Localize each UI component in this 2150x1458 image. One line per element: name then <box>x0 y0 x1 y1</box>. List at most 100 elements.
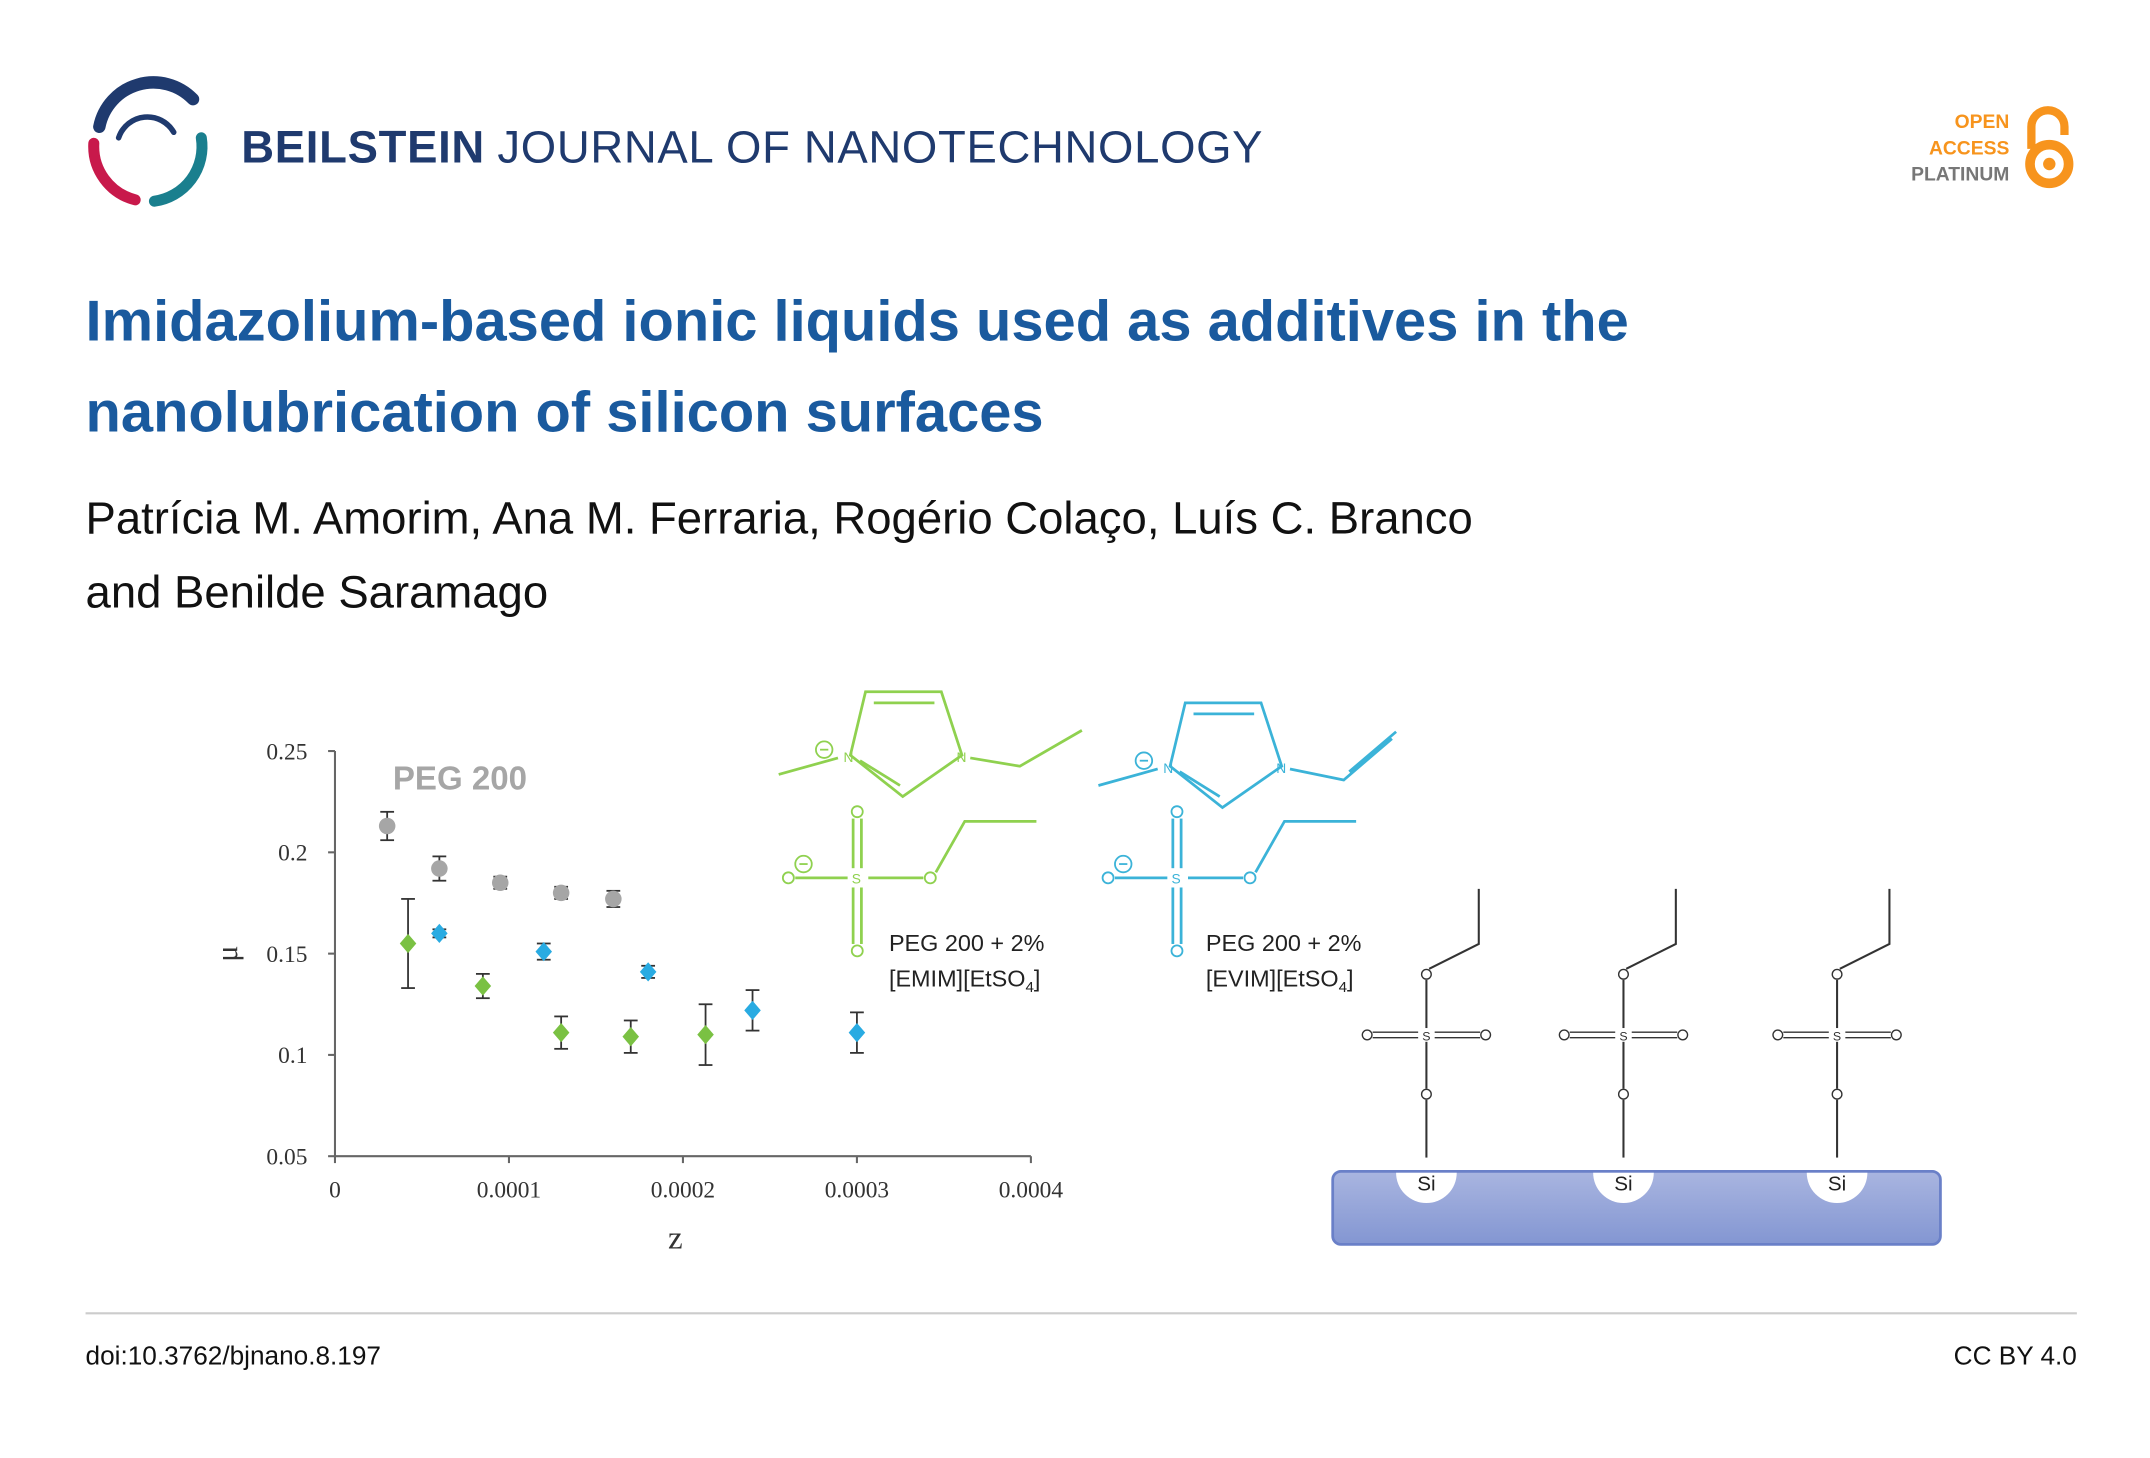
double-bond <box>1372 1031 1481 1039</box>
charge <box>815 740 834 759</box>
charge <box>794 854 813 874</box>
double-bond <box>1569 1031 1678 1039</box>
oxygen <box>1677 1029 1689 1041</box>
double-bond <box>1783 1031 1891 1039</box>
x-tick-label: 0.0002 <box>651 1178 715 1204</box>
badge-text: PLATINUM <box>1911 165 2009 186</box>
title-line: nanolubrication of silicon surfaces <box>86 380 1044 444</box>
y-tick-label: 0.25 <box>266 739 307 765</box>
data-point <box>491 874 509 891</box>
caption-line: PEG 200 + 2% <box>1206 930 1362 956</box>
oxygen <box>1420 968 1432 980</box>
ethyl <box>934 819 1037 873</box>
x-axis-label: z <box>668 1221 683 1257</box>
si-label: Si <box>1614 1173 1632 1196</box>
y-tick-label: 0.15 <box>266 942 307 968</box>
caption-subscript: 4 <box>1026 979 1034 996</box>
atom-label: S <box>852 871 861 886</box>
oxygen <box>1170 805 1184 819</box>
oxygen <box>850 944 864 958</box>
data-point <box>535 941 553 962</box>
oxygen <box>781 871 795 885</box>
caption-line: PEG 200 + 2% <box>889 930 1044 956</box>
y-tick-label: 0.1 <box>278 1043 307 1069</box>
oxygen <box>1772 1029 1784 1041</box>
methyl <box>1098 767 1159 787</box>
y-axis-label: μ <box>210 946 244 962</box>
sulfonate: S <box>781 805 1037 958</box>
oxygen <box>1420 1088 1432 1100</box>
double-bond <box>859 759 901 787</box>
oxygen <box>923 871 937 885</box>
ionic-liquid-structure: N N S <box>1098 701 1397 958</box>
structure-caption: PEG 200 + 2% [EVIM][EtSO4] <box>1206 930 1362 996</box>
oxygen <box>1617 968 1629 980</box>
data-point <box>378 817 396 835</box>
oxygen <box>850 805 864 819</box>
badge-text: ACCESS <box>1929 138 2009 159</box>
caption-text: [EVIM][EtSO <box>1206 966 1339 992</box>
oxygen <box>1617 1088 1629 1100</box>
author-line: Patrícia M. Amorim, Ana M. Ferraria, Rog… <box>86 492 1473 543</box>
data-point <box>399 933 417 954</box>
surface-pit <box>1593 1172 1654 1204</box>
data-point <box>552 884 570 902</box>
si-label: Si <box>1828 1173 1846 1196</box>
journal-name-bold: BEILSTEIN <box>241 122 485 173</box>
lock-dot <box>2043 157 2056 171</box>
data-point <box>474 976 492 996</box>
journal-logo <box>88 76 208 207</box>
data-point <box>848 1022 866 1043</box>
methyl <box>778 756 839 776</box>
data-point <box>605 890 622 908</box>
surface-pit <box>1806 1172 1868 1204</box>
ethyl <box>1428 888 1480 970</box>
grafted-chain: Si S <box>1772 888 1902 1204</box>
double-bond <box>1179 770 1221 798</box>
doi: doi:10.3762/bjnano.8.197 <box>86 1340 381 1370</box>
atom-label: S <box>1619 1029 1627 1043</box>
oxygen <box>1831 1088 1843 1100</box>
caption-text: [EMIM][EtSO <box>889 966 1026 992</box>
authors: Patrícia M. Amorim, Ana M. Ferraria, Rog… <box>86 492 1473 617</box>
atom-label: N <box>1163 761 1173 776</box>
atom-label: N <box>843 750 853 765</box>
journal-name-rest: JOURNAL OF NANOTECHNOLOGY <box>497 122 1263 173</box>
imidazolium-ring <box>848 690 964 799</box>
caption-subscript: 4 <box>1339 979 1347 996</box>
charge <box>1134 751 1154 770</box>
surface-pit <box>1396 1172 1457 1204</box>
data-point <box>697 1025 714 1045</box>
atom-label: N <box>956 750 966 765</box>
silicon-surface <box>1331 1169 1942 1246</box>
charge <box>1114 854 1133 874</box>
atom-label: N <box>1276 761 1286 776</box>
license: CC BY 4.0 <box>1954 1340 2077 1370</box>
open-access-badge: OPEN ACCESS PLATINUM <box>1911 106 2074 189</box>
y-tick-label: 0.05 <box>266 1144 307 1170</box>
imidazolium-ring <box>1168 701 1284 810</box>
ethyl <box>1625 888 1677 970</box>
ionic-liquid-structure: N N S <box>778 690 1083 958</box>
oxygen <box>1480 1029 1492 1041</box>
lock-body <box>2025 139 2074 189</box>
oxygen <box>1890 1029 1902 1041</box>
badge-text: OPEN <box>1955 112 2010 133</box>
journal-name: BEILSTEIN JOURNAL OF NANOTECHNOLOGY <box>241 122 1263 173</box>
lock-shackle <box>2027 106 2069 149</box>
data-point <box>552 1022 570 1043</box>
x-tick-label: 0.0001 <box>477 1178 541 1204</box>
atom-label: S <box>1833 1029 1841 1043</box>
caption-line: [EVIM][EtSO4] <box>1206 966 1354 997</box>
data-point <box>431 923 448 944</box>
caption-text: ] <box>1034 966 1041 992</box>
ethyl <box>970 729 1083 768</box>
x-tick-label: 0 <box>329 1178 341 1204</box>
series-label: PEG 200 <box>393 761 527 798</box>
data-point <box>431 860 448 877</box>
structure-caption: PEG 200 + 2% [EMIM][EtSO4] <box>889 930 1044 996</box>
title-line: Imidazolium-based ionic liquids used as … <box>86 289 1629 353</box>
grafted-chain: Si S <box>1558 888 1689 1204</box>
